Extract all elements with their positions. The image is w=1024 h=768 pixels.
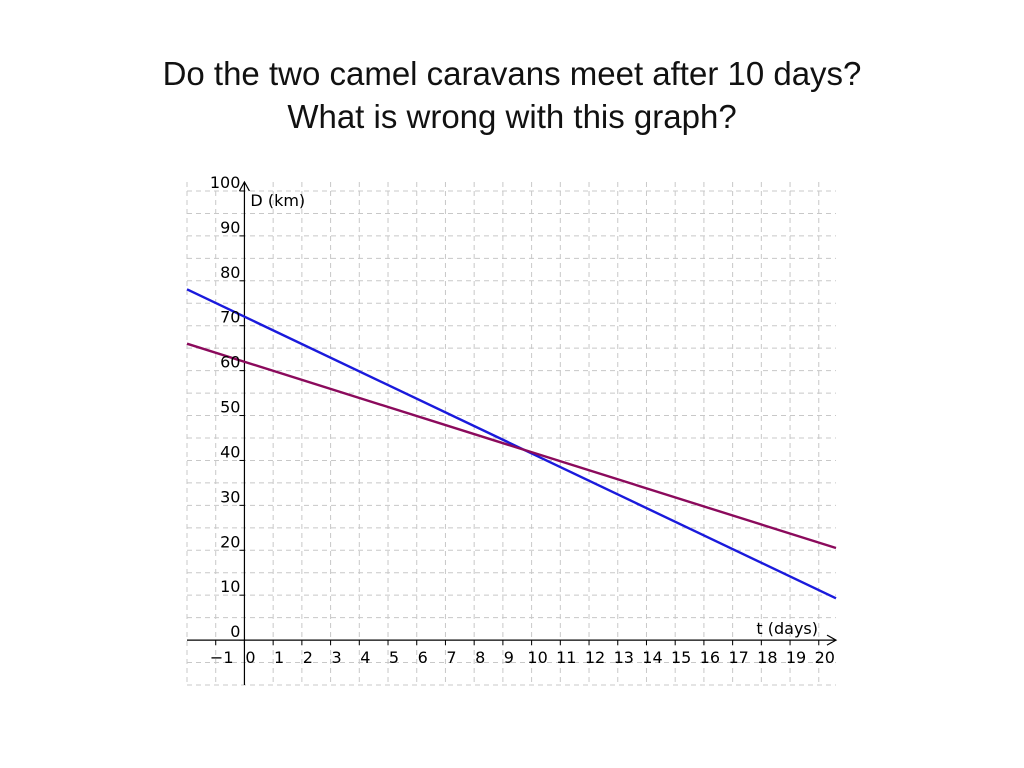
x-tick-label: 20 [815,648,835,667]
y-axis-arrow [238,180,250,192]
x-tick-label: 14 [642,648,662,667]
x-tick-label: 1 [274,648,284,667]
x-tick-label: 10 [527,648,547,667]
x-tick-label: 15 [671,648,691,667]
series-lines [186,288,837,600]
series-line-1 [186,288,837,600]
tick-labels: −1 0 1 2 3 4 5 6 7 8 9 10 11 12 13 14 15 16 17 18 19 20010203… [210,173,835,667]
x-tick-label: 0 [245,648,255,667]
x-tick-label: 19 [786,648,806,667]
slide-title: Do the two camel caravans meet after 10 … [0,52,1024,138]
y-tick-label: 30 [220,487,240,506]
x-tick-label: 6 [418,648,428,667]
y-tick-label: 20 [220,532,240,551]
y-tick-label: 90 [220,218,240,237]
axes [187,180,838,685]
title-line-2: What is wrong with this graph? [287,98,737,135]
x-tick-label: 11 [556,648,576,667]
y-tick-label: 40 [220,442,240,461]
x-tick-label: 13 [614,648,634,667]
x-tick-label: 3 [331,648,341,667]
x-tick-label: 12 [585,648,605,667]
x-tick-label: 18 [757,648,777,667]
x-tick-label: 4 [360,648,370,667]
x-tick-label: 8 [475,648,485,667]
y-tick-label: 80 [220,263,240,282]
y-tick-label: 60 [220,353,240,372]
grid [186,182,836,686]
y-tick-label: 100 [210,173,241,192]
x-tick-label: 7 [446,648,456,667]
x-axis-arrow [826,634,838,646]
y-tick-label: 50 [220,398,240,417]
x-tick-label: 16 [700,648,720,667]
title-line-1: Do the two camel caravans meet after 10 … [162,55,862,92]
y-tick-label: 70 [220,308,240,327]
x-tick-label: 5 [389,648,399,667]
x-tick-label: 17 [728,648,748,667]
y-tick-label: 10 [220,577,240,596]
x-tick-label: −1 [210,648,234,667]
x-tick-label: 2 [303,648,313,667]
x-tick-label: 9 [504,648,514,667]
y-axis-label: D (km) [250,191,305,210]
x-axis-label: t (days) [756,619,818,638]
y-tick-label: 0 [230,622,240,641]
series-line-2 [186,342,837,550]
